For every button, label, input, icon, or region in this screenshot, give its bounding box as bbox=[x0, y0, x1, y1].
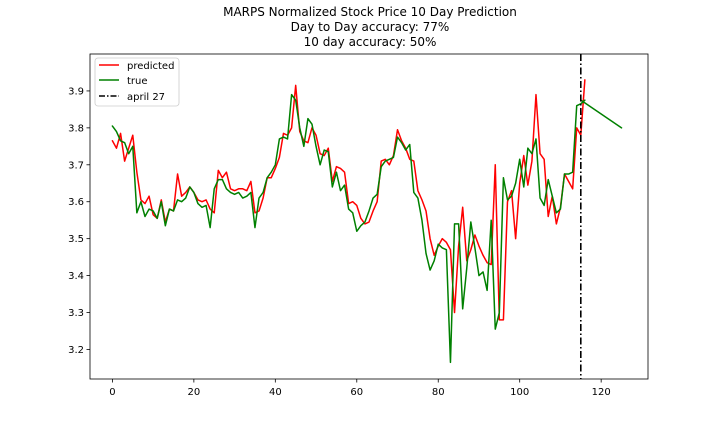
legend-predicted-label: predicted bbox=[127, 61, 174, 72]
y-tick-label: 3.5 bbox=[68, 234, 84, 245]
chart-subtitle-10day-accuracy: 10 day accuracy: 50% bbox=[304, 35, 437, 49]
legend: predicted true april 27 bbox=[94, 57, 180, 107]
y-tick-label: 3.8 bbox=[68, 123, 84, 134]
y-tick-label: 3.2 bbox=[68, 345, 84, 356]
y-tick-label: 3.3 bbox=[68, 308, 84, 319]
y-tick-label: 3.7 bbox=[68, 160, 84, 171]
y-tick-label: 3.4 bbox=[68, 271, 84, 282]
x-tick-label: 40 bbox=[269, 387, 282, 398]
axes-frame bbox=[89, 53, 649, 380]
chart-subtitle-day-accuracy: Day to Day accuracy: 77% bbox=[291, 20, 450, 34]
plot-area: 0 20 40 60 80 100 120 3.2 3.3 3.4 3.5 3.6 3.7 3.8 3.9 bbox=[68, 54, 623, 398]
x-tick-label: 100 bbox=[510, 387, 529, 398]
legend-box bbox=[94, 57, 180, 107]
chart-title: MARPS Normalized Stock Price 10 Day Pred… bbox=[223, 5, 517, 19]
y-tick-label: 3.9 bbox=[68, 86, 84, 97]
x-tick-label: 0 bbox=[109, 387, 115, 398]
x-tick-label: 20 bbox=[187, 387, 200, 398]
series-line-true-forecast bbox=[580, 99, 623, 129]
x-tick-label: 120 bbox=[592, 387, 611, 398]
y-tick-label: 3.6 bbox=[68, 197, 84, 208]
series-line-true bbox=[111, 93, 586, 364]
x-tick-label: 80 bbox=[432, 387, 445, 398]
legend-true-label: true bbox=[127, 76, 148, 87]
legend-april27-label: april 27 bbox=[127, 92, 165, 103]
x-tick-label: 60 bbox=[350, 387, 363, 398]
